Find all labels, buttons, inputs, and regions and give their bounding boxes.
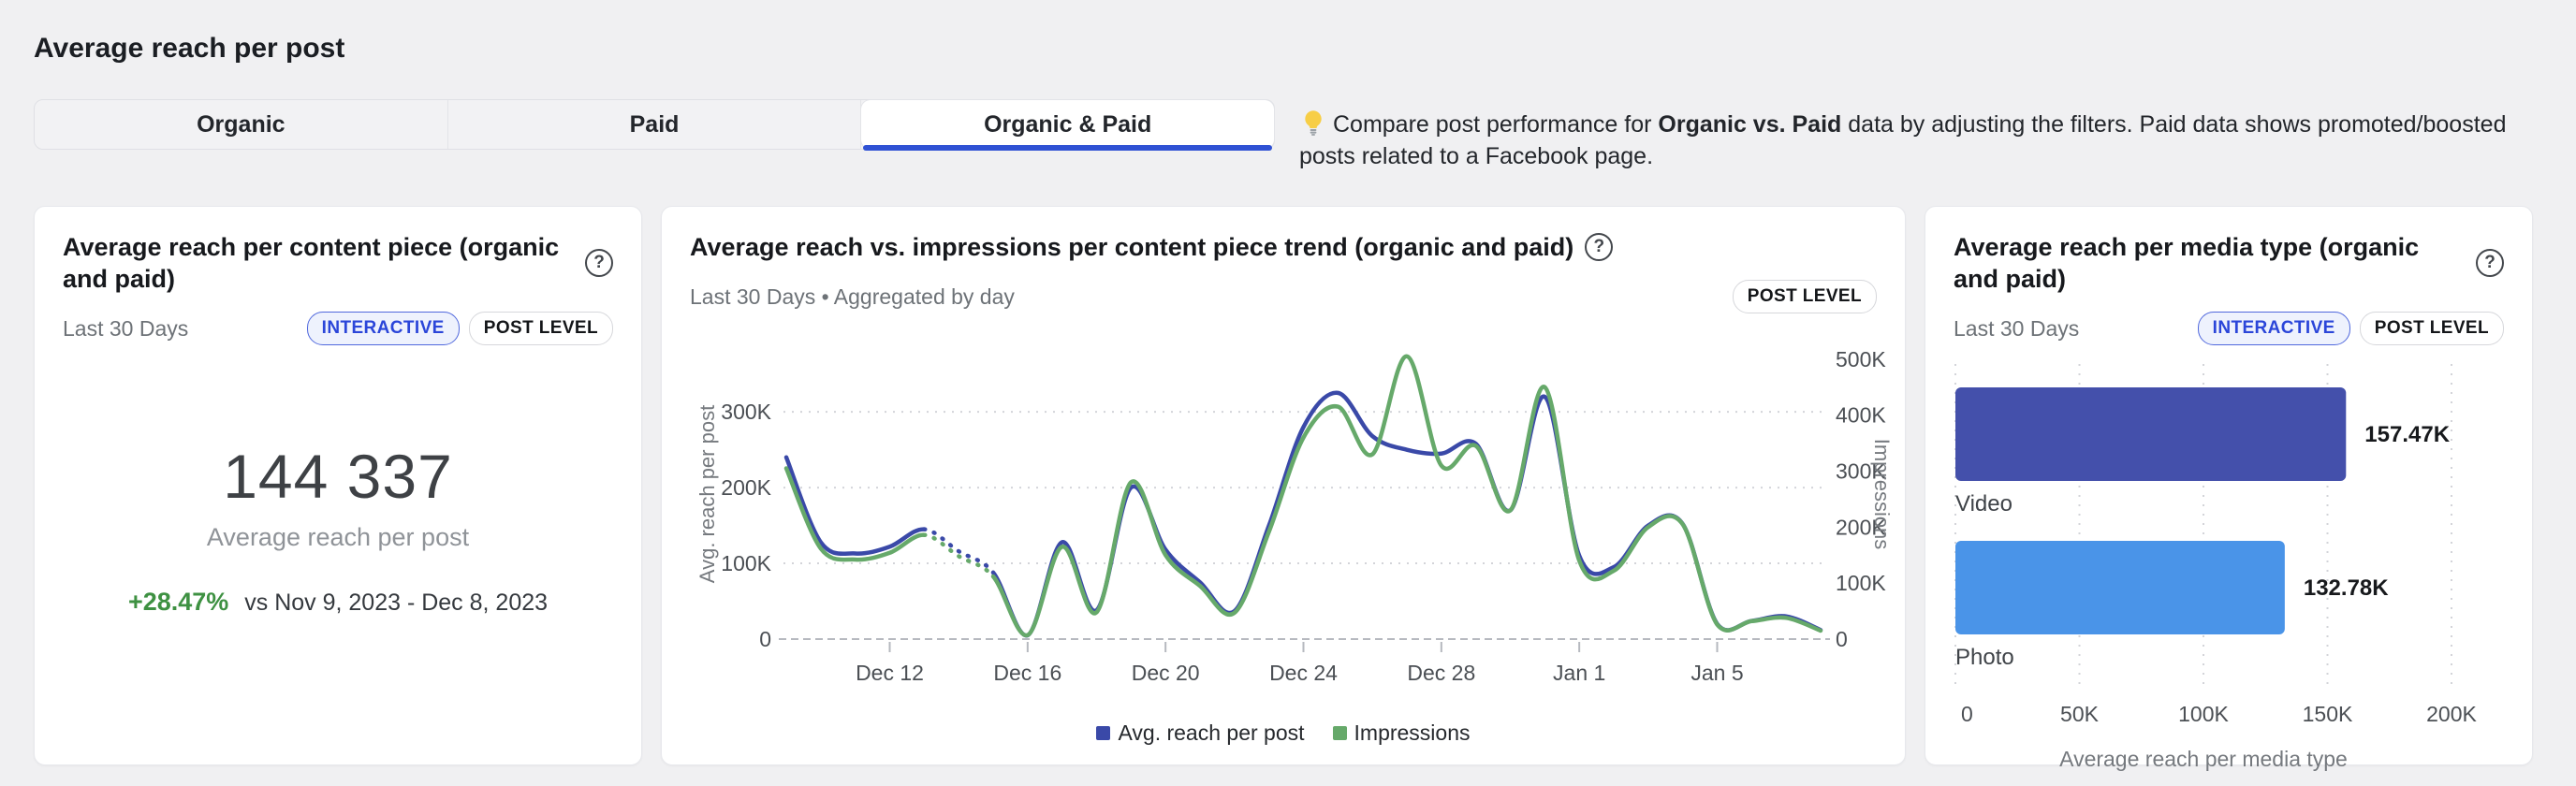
left-axis-tick: 0 [759, 627, 771, 651]
right-axis-tick: 200K [1836, 515, 1886, 539]
x-axis-tick-label: 200K [2426, 702, 2477, 726]
cards-row: Average reach per content piece (organic… [34, 206, 2542, 771]
x-axis-tick-label: Jan 1 [1553, 661, 1605, 685]
card-average-reach-per-content-piece: Average reach per content piece (organic… [34, 206, 642, 765]
tab-organic[interactable]: Organic [35, 100, 448, 149]
right-axis-tick: 100K [1836, 571, 1886, 595]
kpi-comparison: vs Nov 9, 2023 - Dec 8, 2023 [244, 590, 549, 616]
kpi-value: 144 337 [223, 442, 453, 511]
card-title: Average reach per media type (organic an… [1954, 233, 2420, 293]
help-icon[interactable]: ? [2476, 249, 2504, 277]
legend-item-impressions[interactable]: Impressions [1332, 720, 1471, 746]
kpi-label: Average reach per post [206, 523, 470, 551]
x-axis-tick-label: Jan 5 [1690, 661, 1743, 685]
help-icon[interactable]: ? [585, 249, 613, 277]
left-axis-title: Avg. reach per post [695, 405, 719, 583]
bar-photo[interactable] [1955, 541, 2285, 634]
tab-paid[interactable]: Paid [448, 100, 862, 149]
right-axis-tick: 0 [1836, 627, 1848, 651]
post-level-badge: POST LEVEL [468, 312, 613, 345]
tab-organic-and-paid-label: Organic & Paid [984, 110, 1152, 138]
bar-category-label: Video [1955, 491, 2012, 517]
x-axis-tick-label: Dec 24 [1269, 661, 1338, 685]
kpi-delta: +28.47% [127, 588, 229, 616]
card-reach-per-media-type: Average reach per media type (organic an… [1925, 206, 2533, 771]
x-axis-tick-label: 50K [2060, 702, 2100, 726]
bar-video[interactable] [1955, 387, 2347, 481]
media-chart-canvas[interactable]: 157.47K Video 132.78K Photo 0 50K 100K 150K 200K… [1954, 357, 2506, 778]
left-axis-tick: 100K [721, 551, 771, 575]
help-icon[interactable]: ? [1585, 233, 1614, 261]
period-label: Last 30 Days • Aggregated by day [690, 284, 1015, 309]
post-level-badge: POST LEVEL [2359, 312, 2504, 345]
period-label: Last 30 Days [63, 315, 189, 341]
legend-swatch [1332, 726, 1347, 740]
line-series-impressions[interactable] [783, 354, 1823, 638]
bar-value-label: 157.47K [2364, 422, 2450, 447]
tab-paid-label: Paid [629, 110, 680, 138]
right-axis-tick: 500K [1836, 347, 1886, 371]
top-row: Organic Paid Organic & Paid Compare post… [34, 99, 2542, 172]
right-axis-title: Impressions [1870, 439, 1894, 550]
period-label: Last 30 Days [1954, 315, 2080, 341]
tip-text: Compare post performance for Organic vs.… [1299, 99, 2542, 172]
x-axis-title: Average reach per media type [2059, 747, 2348, 771]
left-axis-tick: 200K [721, 475, 771, 500]
bar-category-label: Photo [1955, 645, 2014, 670]
x-axis-tick-label: 150K [2303, 702, 2353, 726]
card-reach-vs-impressions-trend: Average reach vs. impressions per conten… [661, 206, 1906, 765]
x-axis-tick-label: Dec 12 [856, 661, 924, 685]
x-axis-tick-label: Dec 28 [1407, 661, 1475, 685]
left-axis-tick: 300K [721, 400, 771, 424]
interactive-badge: INTERACTIVE [2197, 312, 2350, 345]
line-series-dashed-segment[interactable] [922, 532, 996, 579]
trend-legend: Avg. reach per post Impressions [690, 720, 1877, 746]
kpi-compare-row: +28.47% vs Nov 9, 2023 - Dec 8, 2023 [128, 588, 548, 617]
tab-organic-and-paid[interactable]: Organic & Paid [861, 100, 1275, 151]
page-title: Average reach per post [34, 33, 345, 64]
x-axis-tick-label: Dec 16 [993, 661, 1061, 685]
bar-value-label: 132.78K [2304, 575, 2389, 601]
card-title: Average reach per content piece (organic… [63, 233, 560, 293]
legend-swatch [1096, 726, 1111, 740]
x-axis-tick-label: 100K [2178, 702, 2229, 726]
trend-chart-canvas[interactable]: 0 100K 200K 300K 0 100K 200K 300K 400K 500K Avg. r… [662, 327, 1907, 710]
right-axis-tick: 400K [1836, 403, 1886, 428]
right-axis-tick: 300K [1836, 458, 1886, 483]
legend-label: Avg. reach per post [1118, 720, 1305, 745]
interactive-badge: INTERACTIVE [306, 312, 460, 345]
x-axis-tick-label: Dec 20 [1132, 661, 1200, 685]
trend-chart[interactable]: 0 100K 200K 300K 0 100K 200K 300K 400K 500K Avg. r… [662, 327, 1907, 715]
post-level-badge: POST LEVEL [1732, 280, 1877, 313]
tip-text-post: data by adjusting the filters. Paid data… [1299, 111, 2507, 169]
line-series-dashed-segment[interactable] [922, 527, 996, 575]
card-title: Average reach vs. impressions per conten… [690, 233, 1574, 261]
line-series-avg-reach-per-post[interactable] [783, 390, 1823, 638]
lightbulb-icon [1305, 110, 1322, 136]
tab-organic-label: Organic [197, 110, 285, 138]
tip-text-pre: Compare post performance for [1333, 111, 1659, 138]
x-axis-tick-label: 0 [1961, 702, 1973, 726]
tab-bar: Organic Paid Organic & Paid [34, 99, 1275, 151]
tip-text-bold: Organic vs. Paid [1658, 111, 1842, 138]
kpi-body: 144 337 Average reach per post +28.47% v… [63, 317, 613, 740]
media-type-chart[interactable]: 157.47K Video 132.78K Photo 0 50K 100K 150K 200K… [1954, 357, 2504, 782]
legend-label: Impressions [1354, 720, 1471, 745]
legend-item-avg-reach-per-post[interactable]: Avg. reach per post [1096, 720, 1305, 746]
